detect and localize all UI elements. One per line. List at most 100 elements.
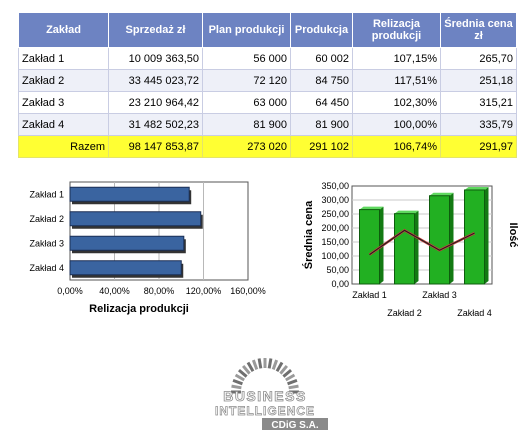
logo-ray (246, 361, 255, 372)
realizacja-chart-svg: 0,00% 40,00% 80,00% 120,00% 160,00% Zakład 1 Z… (29, 181, 266, 315)
cell-realizacja: 100,00% (352, 113, 441, 136)
cell-srednia-cena: 251,18 (440, 69, 517, 92)
logo-ray (257, 358, 263, 369)
cell-plan: 81 900 (202, 113, 291, 136)
bar (69, 186, 190, 202)
logo-ray (241, 364, 251, 375)
category-label: Zakład 2 (387, 308, 422, 318)
y-axis-title: Średnia cena (302, 200, 315, 269)
cell-sprzedaz: 23 210 964,42 (108, 91, 203, 114)
cell-produkcja: 64 450 (290, 91, 353, 114)
logo-ray (287, 378, 298, 386)
bar-top (429, 192, 454, 196)
column-header-plan[interactable]: Plan produkcji (202, 12, 291, 48)
table-row: Zakład 1 10 009 363,50 56 000 60 002 107… (18, 47, 517, 70)
bar-top (464, 186, 489, 190)
bar (359, 209, 380, 285)
cena-ilosc-chart-svg: 0,00 50,00 100,00 150,00 200,00 250,00 300,00 3… (302, 181, 519, 318)
table-total-row: Razem 98 147 853,87 273 020 291 102 106,… (18, 135, 517, 158)
cell-srednia-cena: 315,21 (440, 91, 517, 114)
cena-ilosc-combo-chart: 0,00 50,00 100,00 150,00 200,00 250,00 300,00 3… (300, 170, 525, 328)
logo-arc-graphic: BUSINESS INTELLIGENCE CDiG S.A. (215, 358, 328, 431)
logo-ray (279, 364, 289, 375)
bar-side (449, 192, 454, 284)
x-tick-label: 40,00% (99, 286, 130, 296)
logo-ray (232, 378, 243, 386)
logo-ray (275, 361, 284, 372)
y-tick-label: 300,00 (321, 195, 349, 205)
table-header-row: Zakład Sprzedaż zł Plan produkcji Produk… (18, 12, 517, 48)
logo-line2: INTELLIGENCE (215, 404, 315, 418)
total-realizacja: 106,74% (352, 135, 441, 158)
cell-plan: 63 000 (202, 91, 291, 114)
category-label: Zakład 3 (422, 290, 457, 300)
column-header-produkcja[interactable]: Produkcja (290, 12, 353, 48)
total-srednia-cena: 291,97 (440, 135, 517, 158)
series-line (369, 229, 475, 256)
bar (69, 211, 202, 227)
column-header-srednia-cena[interactable]: Średnia cena zł (440, 12, 517, 48)
total-label: Razem (18, 135, 109, 158)
logo-ray (251, 359, 259, 370)
logo-ray (288, 384, 299, 390)
column-header-realizacja[interactable]: Relizacja produkcji (352, 12, 441, 48)
column-header-zaklad[interactable]: Zakład (18, 12, 109, 48)
x-tick-label: 120,00% (186, 286, 222, 296)
y-tick-label: 100,00 (321, 251, 349, 261)
cell-zaklad: Zakład 2 (18, 69, 109, 92)
realizacja-bar-chart: 0,00% 40,00% 80,00% 120,00% 160,00% Zakład 1 Z… (0, 170, 270, 320)
total-plan: 273 020 (202, 135, 291, 158)
cell-realizacja: 102,30% (352, 91, 441, 114)
table-row: Zakład 3 23 210 964,42 63 000 64 450 102… (18, 91, 517, 114)
bar-top (359, 206, 384, 210)
x-axis-title: Relizacja produkcji (89, 303, 189, 315)
x-tick-label: 0,00% (57, 286, 83, 296)
logo-ray (234, 373, 245, 382)
cell-srednia-cena: 335,79 (440, 113, 517, 136)
logo-line1: BUSINESS (223, 388, 307, 404)
bar (69, 260, 182, 276)
category-label: Zakład 3 (29, 238, 64, 248)
cell-zaklad: Zakład 1 (18, 47, 109, 70)
logo-ray (282, 368, 293, 378)
table-row: Zakład 2 33 445 023,72 72 120 84 750 117… (18, 69, 517, 92)
cell-produkcja: 60 002 (290, 47, 353, 70)
cell-produkcja: 81 900 (290, 113, 353, 136)
production-table: Zakład Sprzedaż zł Plan produkcji Produk… (18, 12, 517, 158)
y-tick-label: 150,00 (321, 237, 349, 247)
cell-sprzedaz: 31 482 502,23 (108, 113, 203, 136)
table-row: Zakład 4 31 482 502,23 81 900 81 900 100… (18, 113, 517, 136)
y-tick-label: 350,00 (321, 181, 349, 191)
cell-realizacja: 117,51% (352, 69, 441, 92)
category-label: Zakład 1 (29, 189, 64, 199)
y-tick-label: 50,00 (326, 265, 349, 275)
cell-plan: 56 000 (202, 47, 291, 70)
y-tick-label: 0,00 (331, 279, 349, 289)
business-intelligence-logo: BUSINESS INTELLIGENCE CDiG S.A. (190, 352, 340, 434)
bar (429, 195, 450, 285)
category-label: Zakład 1 (352, 290, 387, 300)
logo-ray (267, 358, 273, 369)
cell-realizacja: 107,15% (352, 47, 441, 70)
logo-ray (231, 384, 242, 390)
cell-srednia-cena: 265,70 (440, 47, 517, 70)
y-tick-label: 200,00 (321, 223, 349, 233)
y-tick-label: 250,00 (321, 209, 349, 219)
logo-rays (231, 358, 299, 394)
column-header-sprzedaz[interactable]: Sprzedaż zł (108, 12, 203, 48)
category-label: Zakład 4 (457, 308, 492, 318)
cell-plan: 72 120 (202, 69, 291, 92)
category-label: Zakład 2 (29, 214, 64, 224)
cell-zaklad: Zakład 3 (18, 91, 109, 114)
bar-side (414, 210, 419, 284)
x-tick-label: 160,00% (230, 286, 266, 296)
category-label: Zakład 4 (29, 263, 64, 273)
logo-ray (271, 359, 279, 370)
bar (69, 235, 185, 251)
x-tick-label: 80,00% (144, 286, 175, 296)
y2-axis-title: Ilość (507, 222, 519, 247)
cell-sprzedaz: 33 445 023,72 (108, 69, 203, 92)
bar-side (484, 186, 489, 284)
cell-sprzedaz: 10 009 363,50 (108, 47, 203, 70)
total-produkcja: 291 102 (290, 135, 353, 158)
